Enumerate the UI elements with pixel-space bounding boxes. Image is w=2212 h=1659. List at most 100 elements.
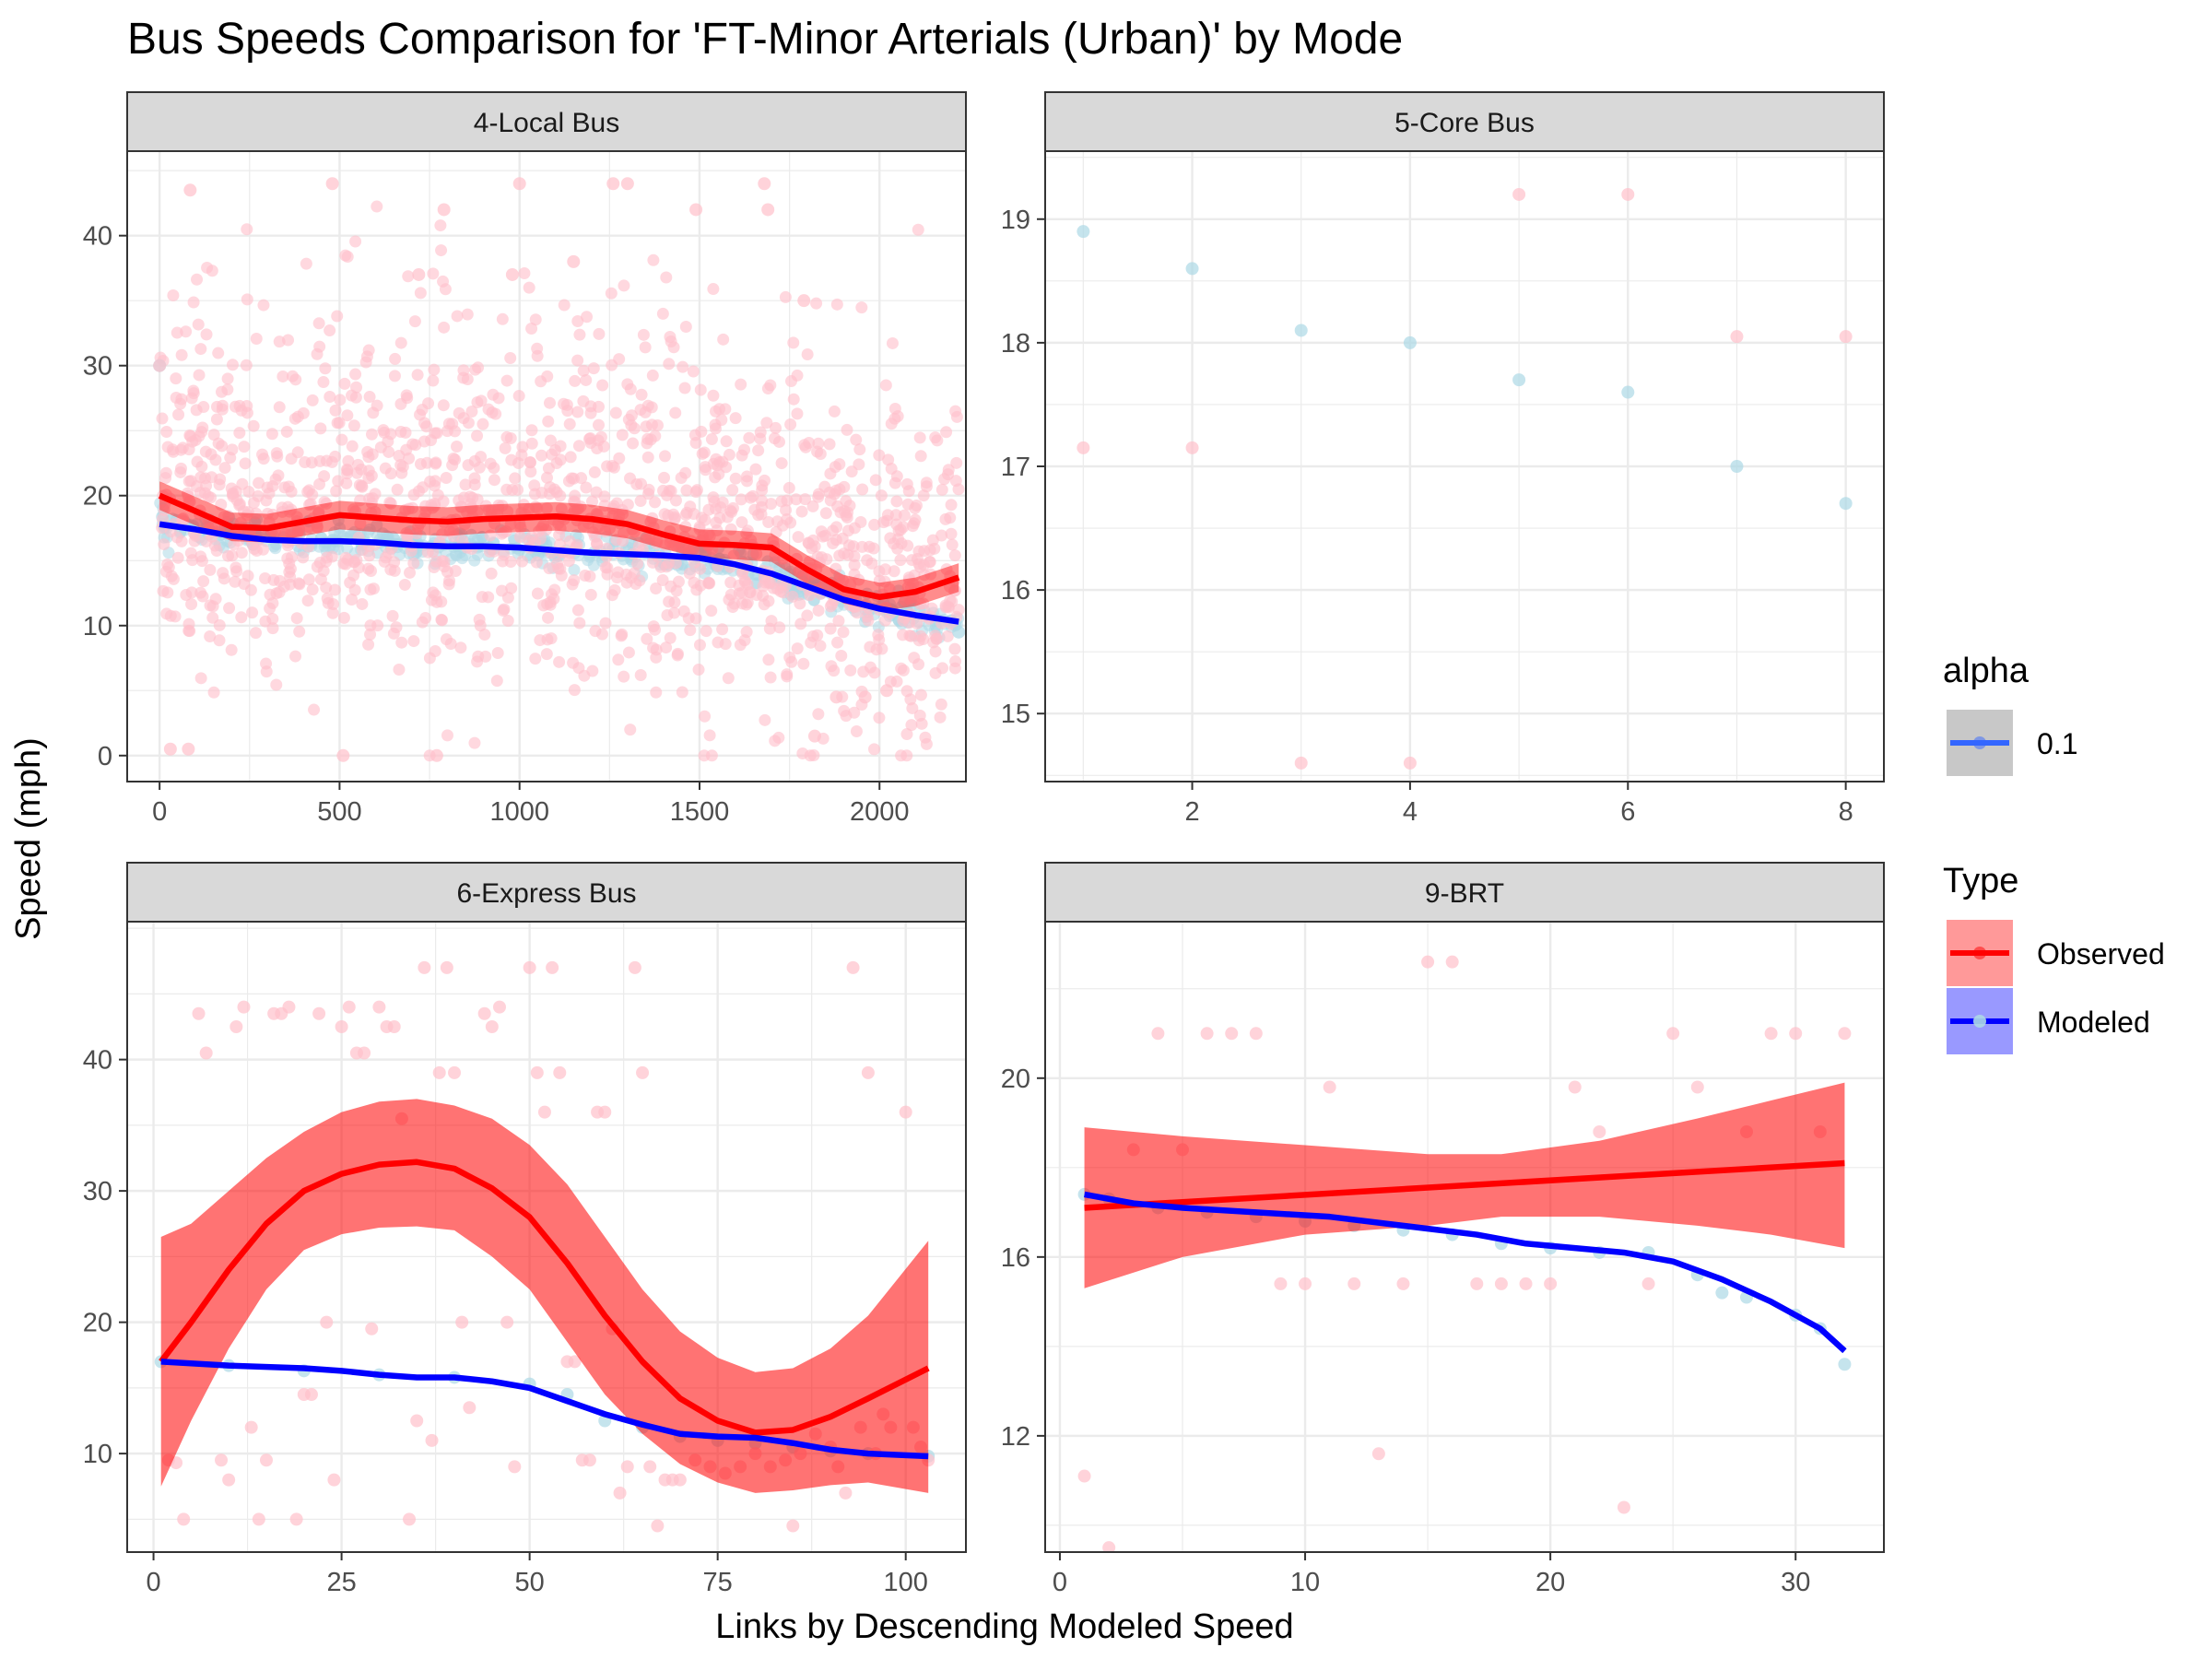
observed-point (814, 640, 827, 653)
y-tick-label: 30 (83, 352, 112, 382)
observed-point (410, 1414, 424, 1428)
observed-point (221, 549, 234, 562)
observed-point (434, 219, 447, 232)
observed-point (347, 503, 359, 516)
observed-point (726, 601, 739, 614)
observed-point (239, 457, 252, 470)
observed-point (677, 360, 689, 373)
observed-point (210, 545, 223, 558)
observed-point (508, 1460, 522, 1474)
observed-point (707, 491, 720, 504)
y-tick-label: 40 (83, 1046, 112, 1076)
observed-point (479, 500, 492, 512)
observed-point (641, 451, 654, 464)
observed-point (324, 390, 336, 403)
observed-point (301, 594, 314, 607)
observed-point (593, 400, 606, 413)
observed-point (230, 565, 243, 578)
observed-point (339, 551, 352, 564)
observed-point (406, 501, 418, 514)
observed-point (372, 1000, 386, 1014)
observed-point (939, 512, 952, 525)
observed-point (356, 597, 369, 610)
y-tick-label: 17 (1001, 453, 1030, 482)
observed-point (499, 441, 512, 454)
legend-alpha-key (1947, 710, 2013, 776)
observed-point (934, 711, 947, 724)
observed-point (698, 446, 711, 459)
observed-point (817, 530, 830, 543)
observed-point (206, 600, 219, 613)
observed-point (876, 642, 888, 655)
panel-4-local-bus: 4-Local Bus 0 500 1000 1500 2000 0 10 20 30 40 (83, 91, 967, 827)
observed-point (869, 474, 882, 487)
modeled-point (1185, 262, 1199, 276)
observed-point (608, 583, 621, 596)
observed-point (260, 657, 273, 670)
observed-point (428, 363, 441, 376)
observed-point (740, 475, 753, 488)
observed-point (694, 383, 707, 396)
observed-point (404, 566, 417, 579)
observed-point (212, 437, 225, 450)
observed-point (868, 666, 881, 679)
x-tick-label: 100 (884, 1568, 928, 1597)
observed-point (582, 1453, 596, 1467)
observed-point (881, 509, 894, 522)
observed-point (504, 432, 517, 445)
observed-point (465, 405, 478, 418)
observed-point (352, 561, 365, 574)
observed-point (948, 662, 961, 675)
observed-point (624, 382, 637, 395)
observed-point (660, 271, 673, 284)
observed-point (504, 518, 517, 531)
observed-point (610, 497, 623, 510)
observed-point (246, 606, 259, 619)
observed-point (829, 461, 841, 474)
observed-point (435, 613, 448, 626)
observed-point (362, 451, 375, 464)
observed-point (524, 465, 537, 478)
observed-point (512, 456, 525, 469)
observed-point (206, 265, 218, 277)
legend-type-title: Type (1943, 862, 2018, 900)
observed-point (830, 562, 842, 575)
observed-point (289, 650, 302, 663)
observed-point (319, 362, 332, 375)
observed-point (624, 724, 637, 736)
observed-point (501, 614, 514, 627)
observed-point (676, 686, 688, 699)
observed-point (914, 450, 927, 463)
observed-point (735, 493, 747, 506)
observed-point (411, 369, 424, 382)
observed-point (484, 529, 497, 542)
observed-point (192, 318, 205, 331)
observed-point (885, 418, 898, 430)
observed-point (438, 321, 451, 334)
observed-point (885, 463, 898, 476)
observed-point (191, 273, 204, 286)
observed-point (703, 729, 716, 742)
observed-point (420, 420, 433, 433)
observed-point (215, 498, 228, 511)
observed-point (707, 283, 720, 296)
observed-point (271, 450, 284, 463)
observed-point (907, 577, 920, 590)
observed-point (944, 594, 957, 607)
observed-point (250, 333, 263, 346)
y-tick-label: 40 (83, 222, 112, 252)
observed-point (700, 625, 712, 638)
observed-point (492, 499, 505, 512)
observed-point (468, 478, 481, 491)
observed-point (217, 567, 229, 580)
observed-point (394, 397, 407, 410)
observed-point (257, 543, 270, 556)
observed-point (330, 485, 343, 498)
observed-point (699, 461, 712, 474)
observed-point (158, 503, 171, 516)
observed-point (587, 362, 600, 375)
observed-point (289, 1512, 303, 1526)
observed-point (471, 395, 484, 408)
observed-point (873, 574, 886, 587)
observed-point (364, 628, 377, 641)
